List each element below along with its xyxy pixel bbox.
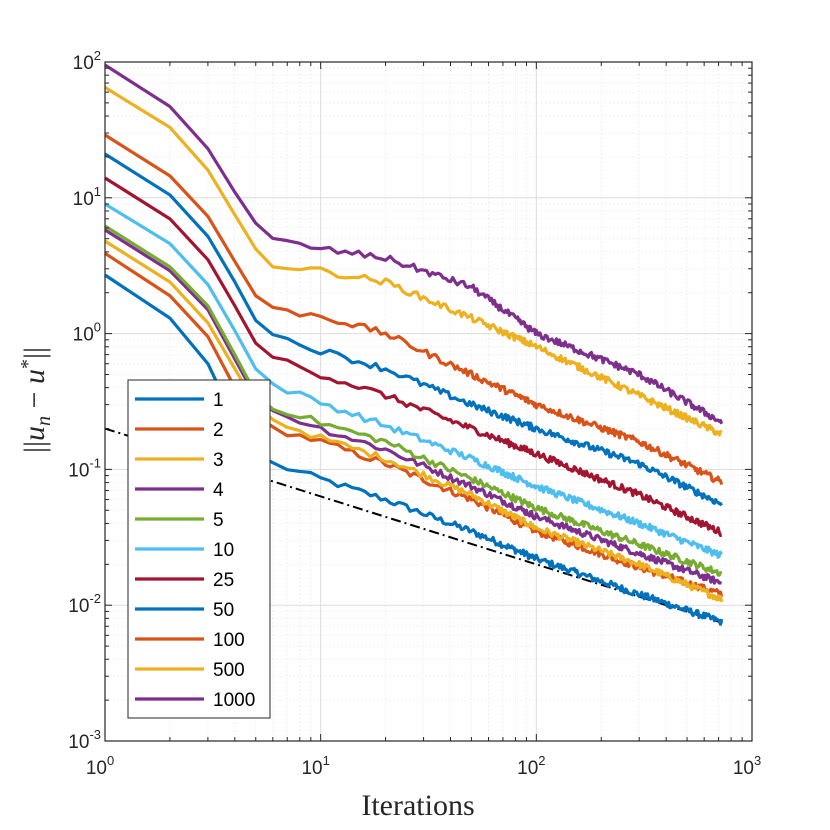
legend-item-100: 100: [135, 630, 245, 651]
legend-label: 25: [213, 570, 234, 591]
series-line-1000: [104, 63, 724, 425]
y-label-bars-open: ||: [18, 441, 51, 453]
x-tick-label: 101: [301, 753, 329, 779]
series-line-10: [104, 202, 723, 559]
y-label-sub-n: n: [33, 416, 55, 426]
series-line-25: [104, 176, 723, 538]
legend-item-2: 2: [135, 420, 224, 441]
y-tick-label: 102: [73, 48, 101, 74]
legend-label: 500: [213, 660, 245, 681]
y-tick-label: 10-2: [68, 591, 101, 617]
legend-item-5: 5: [135, 510, 224, 531]
legend: 1 2 3 4 5 10 25 50 100 500 1000: [127, 379, 271, 719]
x-tick-label: 100: [86, 753, 114, 779]
legend-item-50: 50: [135, 600, 234, 621]
series-line-50: [104, 152, 723, 507]
y-label-u-star: u: [18, 369, 51, 384]
y-label-star: *: [17, 359, 39, 369]
y-label-minus: −: [18, 384, 51, 416]
legend-item-3: 3: [135, 450, 224, 471]
legend-item-25: 25: [135, 570, 234, 591]
legend-label: 100: [213, 630, 245, 651]
legend-label: 3: [213, 450, 224, 471]
legend-item-4: 4: [135, 480, 224, 501]
series-line-500: [104, 86, 723, 437]
svg-text:||un − u*||: ||un − u*||: [17, 347, 55, 453]
series-line-3: [104, 239, 724, 603]
legend-item-10: 10: [135, 540, 234, 561]
y-axis-label: ||un − u*||: [17, 347, 55, 453]
series-line-5: [104, 224, 723, 577]
legend-label: 1000: [213, 690, 255, 711]
y-tick-label: 100: [73, 320, 101, 346]
x-tick-labels: 100 101 102 103: [86, 753, 761, 779]
x-tick-label: 103: [733, 753, 761, 779]
legend-label: 1: [213, 390, 224, 411]
series-line-100: [104, 133, 724, 485]
series-line-4: [104, 228, 723, 585]
legend-label: 4: [213, 480, 224, 501]
legend-item-1000: 1000: [135, 690, 255, 711]
y-tick-label: 10-1: [68, 455, 101, 481]
x-axis-label: Iterations: [361, 789, 474, 822]
series-layer: [104, 63, 724, 626]
axes-box: [104, 61, 753, 742]
legend-label: 5: [213, 510, 224, 531]
legend-item-500: 500: [135, 660, 245, 681]
series-line-1: [104, 273, 724, 626]
series-line-2: [104, 251, 724, 598]
legend-label: 10: [213, 540, 234, 561]
tick-marks: [104, 61, 753, 742]
y-tick-label: 10-3: [68, 727, 101, 753]
legend-label: 50: [213, 600, 234, 621]
y-label-u: u: [18, 426, 51, 441]
x-tick-label: 102: [517, 753, 545, 779]
y-tick-labels: 10-3 10-2 10-1 100 101 102: [68, 48, 101, 753]
y-tick-label: 101: [73, 184, 101, 210]
legend-item-1: 1: [135, 390, 224, 411]
legend-label: 2: [213, 420, 224, 441]
y-label-bars-close: ||: [18, 347, 51, 359]
